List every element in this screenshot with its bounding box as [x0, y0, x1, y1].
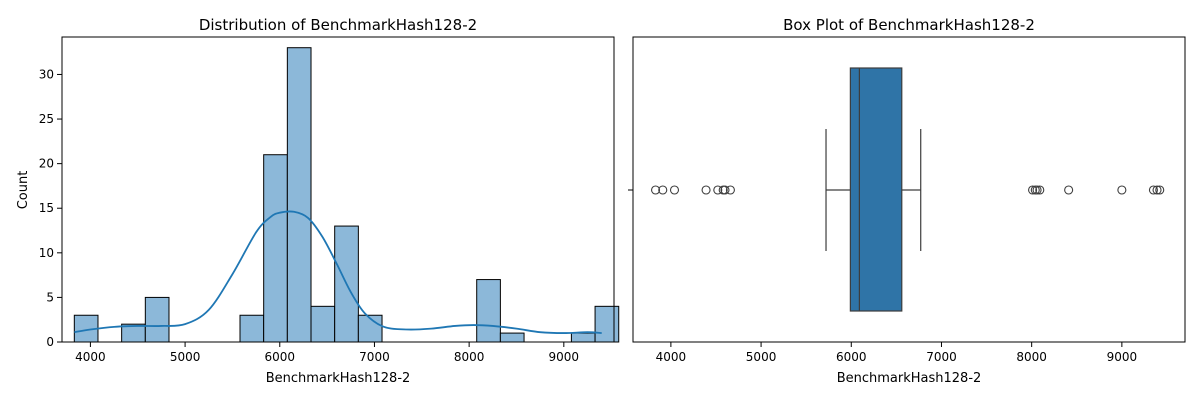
- histogram-bar-12: [594, 305, 620, 343]
- box-outlier-1: [658, 185, 668, 195]
- boxplot-x-tick-label-0: 4000: [656, 350, 687, 364]
- box-outlier-2: [669, 185, 680, 195]
- boxplot-panel: Box Plot of BenchmarkHash128-2 4000 5000 6…: [628, 16, 1186, 386]
- box-outlier-15: [1152, 185, 1162, 195]
- histogram-y-tick-label-2: 10: [39, 246, 54, 260]
- histogram-y-tick-label-6: 30: [39, 67, 54, 81]
- boxplot-x-ticks: 4000 5000 6000 7000 8000 9000: [656, 342, 1138, 364]
- histogram-bar-4: [263, 154, 288, 343]
- histogram-axes-frame: [61, 36, 615, 343]
- histogram-y-tick-label-1: 5: [46, 290, 54, 304]
- histogram-bar-9: [476, 279, 501, 343]
- box-outlier-8: [1028, 185, 1038, 195]
- box-outlier-13: [1117, 185, 1127, 195]
- boxplot-x-tick-label-3: 7000: [926, 350, 957, 364]
- box-outlier-6: [720, 185, 730, 195]
- box-outlier-0: [650, 185, 661, 195]
- boxplot-x-axis-label: BenchmarkHash128-2: [837, 371, 982, 386]
- boxplot-x-tick-label-1: 5000: [746, 350, 777, 364]
- box-outlier-7: [725, 185, 735, 195]
- box-outlier-14: [1148, 185, 1158, 195]
- histogram-bar-5: [286, 47, 312, 343]
- kde-line: [74, 210, 602, 334]
- histogram-y-tick-label-3: 15: [39, 201, 54, 215]
- histogram-y-axis-label: Count: [16, 171, 31, 210]
- histogram-x-ticks: 4000 5000 6000 7000 8000 9000: [75, 342, 579, 364]
- histogram-y-ticks: 0 5 10 15 20 25 30: [39, 67, 62, 349]
- boxplot-marks: [650, 67, 1165, 312]
- boxplot-title: Box Plot of BenchmarkHash128-2: [783, 16, 1035, 34]
- histogram-panel: Distribution of BenchmarkHash128-2 4000 5…: [16, 16, 620, 386]
- histogram-bar-6: [310, 305, 336, 343]
- box-outlier-16: [1155, 185, 1165, 195]
- histogram-x-tick-label-3: 7000: [359, 350, 390, 364]
- boxplot-x-tick-label-5: 9000: [1107, 350, 1138, 364]
- boxplot-x-tick-label-2: 6000: [836, 350, 867, 364]
- histogram-x-tick-label-0: 4000: [75, 350, 106, 364]
- histogram-bars: [73, 47, 620, 343]
- histogram-x-tick-label-1: 5000: [170, 350, 201, 364]
- box-outlier-3: [701, 185, 711, 195]
- histogram-bar-3: [239, 314, 265, 343]
- histogram-x-tick-label-2: 6000: [264, 350, 295, 364]
- box-outlier-4: [713, 185, 723, 195]
- boxplot-x-tick-label-4: 8000: [1016, 350, 1047, 364]
- box-outlier-10: [1032, 185, 1042, 195]
- histogram-x-tick-label-5: 9000: [549, 350, 580, 364]
- histogram-x-axis-label: BenchmarkHash128-2: [266, 371, 411, 386]
- box-iqr: [849, 67, 903, 312]
- histogram-title: Distribution of BenchmarkHash128-2: [199, 16, 477, 34]
- histogram-bar-10: [499, 332, 525, 343]
- box-outlier-12: [1064, 185, 1074, 195]
- histogram-x-tick-label-4: 8000: [454, 350, 485, 364]
- histogram-y-tick-label-0: 0: [46, 335, 54, 349]
- histogram-bar-2: [144, 296, 170, 343]
- histogram-y-tick-label-5: 25: [39, 112, 54, 126]
- box-outlier-11: [1035, 185, 1045, 195]
- histogram-y-tick-label-4: 20: [39, 157, 54, 171]
- histogram-bar-11: [570, 332, 596, 343]
